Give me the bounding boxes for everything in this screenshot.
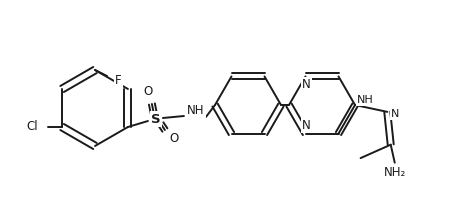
Text: N: N: [302, 119, 311, 132]
Text: F: F: [115, 74, 122, 87]
Text: O: O: [143, 84, 153, 97]
Text: NH: NH: [357, 95, 373, 105]
Text: O: O: [169, 132, 178, 145]
Text: S: S: [151, 112, 161, 125]
Text: N: N: [302, 78, 311, 91]
Text: NH₂: NH₂: [384, 166, 406, 179]
Text: Cl: Cl: [27, 121, 38, 133]
Text: N: N: [391, 109, 400, 119]
Text: NH: NH: [187, 103, 205, 117]
